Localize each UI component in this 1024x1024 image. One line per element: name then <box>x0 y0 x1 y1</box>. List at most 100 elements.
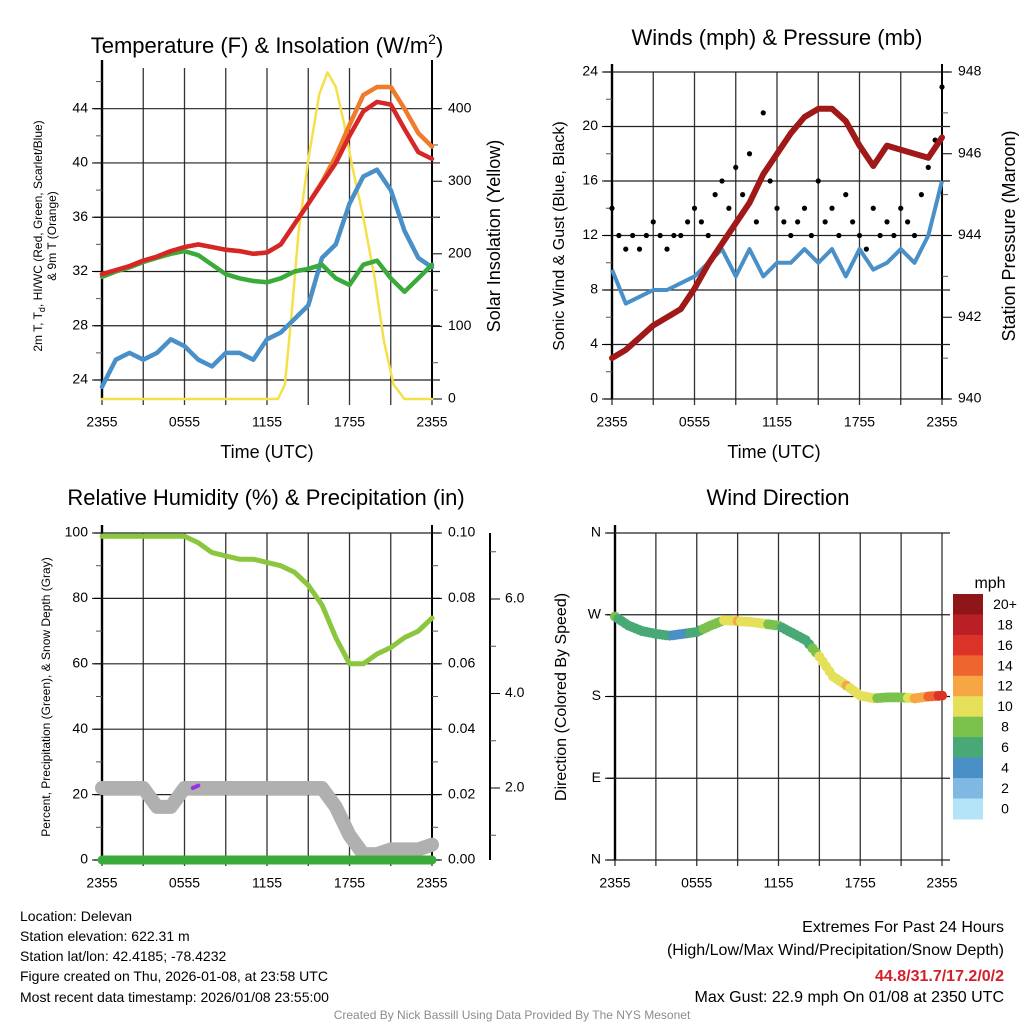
x-tick-label: 2355 <box>599 875 630 891</box>
extremes-values: 44.8/31.7/17.2/0/2 <box>875 968 1004 985</box>
y-tick-label-right: 942 <box>958 308 982 324</box>
x-tick-label: 1155 <box>763 875 793 891</box>
colorbar-swatch <box>953 798 983 820</box>
footer-credit: Created By Nick Bassill Using Data Provi… <box>334 1008 691 1022</box>
max-gust-text: Max Gust: 22.9 mph On 01/08 at 2350 UTC <box>695 989 1005 1006</box>
x-tick-label: 1755 <box>334 414 365 430</box>
y-tick-label: N <box>591 851 601 867</box>
y-tick-label: 4 <box>590 335 598 351</box>
direction-y-label: Direction (Colored By Speed) <box>553 593 570 801</box>
x-tick-label: 2355 <box>86 414 117 430</box>
colorbar-label: 14 <box>997 657 1013 673</box>
y-tick-label-right: 0 <box>448 390 456 406</box>
colorbar-swatch <box>953 594 983 615</box>
pressure-y-label: Station Pressure (Maroon) <box>999 130 1019 341</box>
y-tick-label: 36 <box>72 208 88 224</box>
gust-point <box>657 232 663 239</box>
gust-point <box>815 178 821 184</box>
y-tick-label: 40 <box>72 154 88 170</box>
colorbar-label: 10 <box>997 698 1013 714</box>
colorbar-swatch <box>953 716 983 738</box>
location-text: Location: Delevan <box>20 908 132 924</box>
gust-point <box>664 246 670 252</box>
gust-point <box>836 232 842 239</box>
gust-point <box>898 205 904 211</box>
gust-point <box>630 232 636 239</box>
extremes-subtitle: (High/Low/Max Wind/Precipitation/Snow De… <box>667 942 1004 959</box>
y-tick-label: 0 <box>590 390 598 406</box>
y-tick-label-right: 944 <box>958 226 982 242</box>
gust-point <box>863 246 869 252</box>
y-tick-label: 44 <box>72 99 88 115</box>
gust-point <box>808 232 814 239</box>
recent-data-text: Most recent data timestamp: 2026/01/08 2… <box>20 989 329 1005</box>
x-tick-label: 1155 <box>252 414 282 430</box>
gust-point <box>877 232 883 239</box>
gust-point <box>691 205 698 211</box>
colorbar-title: mph <box>974 575 1005 592</box>
gust-point <box>671 232 677 239</box>
y-tick-label: E <box>592 769 601 785</box>
x-tick-label: 2355 <box>596 414 627 430</box>
insolation-y-label: Solar Insolation (Yellow) <box>484 140 504 332</box>
gust-point <box>719 178 725 184</box>
y-tick-label: N <box>591 524 601 540</box>
colorbar-swatch <box>953 737 983 759</box>
gust-point <box>781 219 787 225</box>
x-tick-label: 1155 <box>762 414 792 430</box>
gust-point <box>801 205 808 211</box>
y-tick-label: 60 <box>72 655 88 671</box>
gust-point <box>753 219 759 225</box>
y-tick-label-right: 0.04 <box>448 720 475 736</box>
y-tick-label: 40 <box>72 720 88 736</box>
snow-tick-label: 6.0 <box>505 590 525 606</box>
x-tick-label: 2355 <box>926 414 957 430</box>
plot-layer: 2355 0555 1155 1755 235524283236404401002003… <box>65 60 1017 891</box>
x-tick-label: 1755 <box>845 875 876 891</box>
y-tick-label: 8 <box>590 281 598 297</box>
gust-point <box>918 192 924 198</box>
gust-point <box>850 219 856 225</box>
gust-point <box>609 205 615 211</box>
colorbar-label: 2 <box>1001 780 1009 796</box>
gust-point <box>905 219 911 225</box>
gust-point <box>746 151 753 157</box>
gust-point <box>891 232 897 239</box>
y-tick-label-right: 940 <box>958 390 982 406</box>
gust-point <box>760 110 766 116</box>
winds-axes <box>610 64 943 405</box>
gust-point <box>788 232 794 239</box>
humidity-axes <box>100 525 433 866</box>
temperature-y-label-line1: 2m T, Td, HI/WC (Red, Green, Scarlet/Blu… <box>31 120 47 351</box>
gust-point <box>685 219 691 225</box>
gust-point <box>795 219 801 225</box>
x-tick-label: 2355 <box>416 875 447 891</box>
y-tick-label: 100 <box>65 524 89 540</box>
x-tick-label: 2355 <box>926 875 957 891</box>
winds-panel-title: Winds (mph) & Pressure (mb) <box>632 25 923 50</box>
series-2m-t-line <box>99 99 435 277</box>
wind-y-label: Sonic Wind & Gust (Blue, Black) <box>551 121 568 350</box>
x-tick-label: 1755 <box>844 414 875 430</box>
y-tick-label: 80 <box>72 589 88 605</box>
x-tick-label: 1755 <box>334 875 365 891</box>
y-tick-label: 24 <box>582 63 598 79</box>
colorbar-label: 18 <box>997 616 1013 632</box>
created-text: Figure created on Thu, 2026-01-08, at 23… <box>20 968 328 984</box>
y-tick-label-right: 946 <box>958 144 982 160</box>
x-tick-label: 2355 <box>86 875 117 891</box>
gust-point <box>774 205 780 211</box>
colorbar-label: 8 <box>1001 719 1009 735</box>
x-tick-label: 0555 <box>169 875 200 891</box>
colorbar-swatch <box>953 778 983 799</box>
extremes-title: Extremes For Past 24 Hours <box>802 919 1004 936</box>
y-tick-label: 28 <box>72 316 88 332</box>
colorbar-label: 6 <box>1001 739 1009 755</box>
series-hi-wc-line <box>99 167 435 390</box>
series-sonic-wind-line <box>610 180 944 306</box>
winds-x-label: Time (UTC) <box>727 442 820 462</box>
gust-point <box>829 205 835 211</box>
gust-point <box>822 219 828 225</box>
x-tick-label: 0555 <box>169 414 200 430</box>
y-tick-label: 12 <box>582 226 598 242</box>
